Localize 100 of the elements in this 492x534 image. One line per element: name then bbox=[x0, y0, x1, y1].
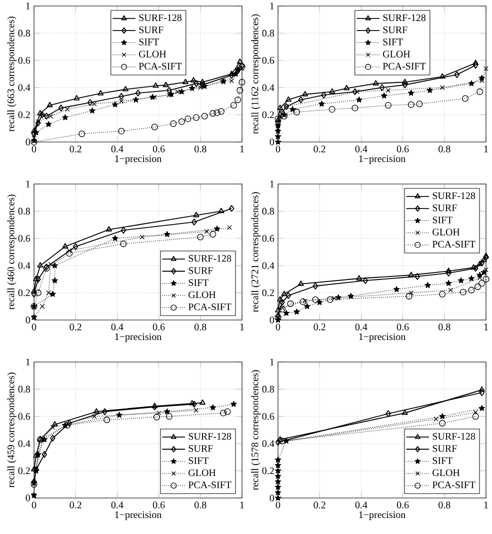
x-tick-label: 0.8 bbox=[438, 502, 450, 508]
y-tick-label: 0 bbox=[26, 316, 30, 324]
x-axis-title: 1−precision bbox=[359, 155, 406, 164]
y-tick-label: 0.6 bbox=[18, 56, 30, 64]
legend-label: SURF-128 bbox=[432, 192, 476, 200]
legend-label: SURF bbox=[383, 26, 408, 34]
y-tick-label: 0.6 bbox=[18, 235, 30, 242]
y-tick-label: 0.6 bbox=[262, 235, 274, 242]
x-tick-label: 0.6 bbox=[152, 146, 165, 152]
x-tick-label: 0.4 bbox=[111, 324, 124, 330]
legend-label: PCA-SIFT bbox=[382, 62, 426, 70]
y-axis-title: recall (2721 correspondences) bbox=[251, 192, 260, 312]
legend-label: GLOH bbox=[138, 50, 166, 58]
x-tick-label: 0.2 bbox=[70, 146, 82, 152]
legend-label: SURF bbox=[432, 445, 457, 452]
legend-label: SURF bbox=[188, 445, 213, 452]
y-tick-label: 0.2 bbox=[262, 111, 274, 118]
y-tick-label: 0.8 bbox=[262, 208, 274, 215]
legend-label: SIFT bbox=[432, 216, 453, 224]
x-tick-label: 0.6 bbox=[396, 324, 409, 330]
y-tick-label: 0.4 bbox=[262, 440, 274, 447]
x-tick-label: 0 bbox=[32, 502, 36, 508]
x-tick-label: 0 bbox=[276, 146, 280, 152]
y-tick-label: 0.2 bbox=[18, 289, 30, 296]
x-tick-label: 0.6 bbox=[152, 502, 165, 508]
legend-label: PCA-SIFT bbox=[188, 482, 232, 488]
x-tick-label: 0.4 bbox=[355, 324, 368, 330]
x-tick-label: 0 bbox=[276, 502, 280, 508]
legend-label: PCA-SIFT bbox=[432, 482, 476, 488]
y-axis-title: recall (460 correspondences) bbox=[7, 194, 16, 310]
y-tick-label: 0.8 bbox=[18, 208, 30, 215]
x-tick-label: 0.8 bbox=[438, 146, 450, 152]
legend-label: SURF-128 bbox=[139, 14, 182, 22]
y-tick-label: 0.4 bbox=[262, 84, 274, 91]
y-tick-label: 1 bbox=[270, 2, 274, 10]
x-tick-label: 1 bbox=[484, 502, 488, 508]
y-tick-label: 0.6 bbox=[18, 413, 30, 420]
x-axis-title: 1−precision bbox=[359, 333, 406, 342]
y-tick-label: 1 bbox=[270, 180, 274, 188]
x-axis-title: 1−precision bbox=[115, 333, 162, 342]
y-tick-label: 1 bbox=[26, 358, 30, 366]
y-axis-title: recall (1578 correspondences) bbox=[251, 370, 260, 490]
x-tick-label: 0.8 bbox=[438, 324, 450, 330]
x-tick-label: 1 bbox=[484, 146, 488, 152]
y-tick-label: 0.4 bbox=[18, 440, 30, 447]
y-tick-label: 0.4 bbox=[18, 262, 30, 269]
legend-label: GLOH bbox=[432, 469, 460, 476]
x-tick-label: 0 bbox=[32, 324, 36, 330]
y-tick-label: 0.8 bbox=[262, 386, 274, 393]
y-tick-label: 0.6 bbox=[262, 56, 274, 64]
x-tick-label: 0 bbox=[276, 324, 280, 330]
y-tick-label: 0.8 bbox=[262, 30, 274, 37]
x-tick-label: 0.2 bbox=[314, 502, 326, 508]
y-tick-label: 0 bbox=[270, 316, 274, 324]
y-tick-label: 0 bbox=[270, 494, 274, 502]
legend-label: SURF-128 bbox=[188, 255, 232, 262]
legend-label: GLOH bbox=[432, 228, 460, 236]
y-tick-label: 0.4 bbox=[262, 262, 274, 269]
x-tick-label: 1 bbox=[240, 324, 244, 330]
x-axis-title: 1−precision bbox=[115, 155, 162, 164]
legend-label: PCA-SIFT bbox=[432, 240, 476, 248]
y-tick-label: 0 bbox=[270, 138, 274, 146]
x-tick-label: 0.2 bbox=[314, 324, 326, 330]
legend-label: SIFT bbox=[383, 38, 403, 46]
legend-label: GLOH bbox=[383, 50, 410, 58]
x-tick-label: 0.4 bbox=[111, 146, 124, 152]
y-tick-label: 0.2 bbox=[262, 467, 274, 474]
x-tick-label: 0.2 bbox=[70, 502, 82, 508]
x-tick-label: 0.6 bbox=[152, 324, 165, 330]
legend-label: SIFT bbox=[188, 457, 209, 464]
x-tick-label: 0.2 bbox=[70, 324, 82, 330]
legend-label: SIFT bbox=[188, 279, 209, 286]
legend-label: SURF bbox=[188, 267, 213, 274]
y-tick-label: 1 bbox=[26, 2, 30, 10]
y-tick-label: 0.2 bbox=[18, 467, 30, 474]
legend-label: PCA-SIFT bbox=[188, 304, 232, 310]
legend-label: GLOH bbox=[188, 291, 216, 298]
x-tick-label: 0.8 bbox=[194, 502, 206, 508]
legend-label: SURF-128 bbox=[188, 433, 232, 440]
x-tick-label: 0 bbox=[32, 146, 36, 152]
x-tick-label: 0.4 bbox=[355, 146, 368, 152]
legend-label: GLOH bbox=[188, 469, 216, 476]
legend-label: SIFT bbox=[139, 38, 159, 46]
x-tick-label: 0.8 bbox=[194, 146, 206, 152]
x-axis-title: 1−precision bbox=[359, 511, 406, 520]
x-tick-label: 0.2 bbox=[314, 146, 326, 152]
x-tick-label: 1 bbox=[240, 146, 244, 152]
x-tick-label: 0.6 bbox=[396, 146, 409, 152]
legend-label: PCA-SIFT bbox=[138, 62, 182, 70]
x-tick-label: 0.4 bbox=[111, 502, 124, 508]
x-tick-label: 0.4 bbox=[355, 502, 368, 508]
y-axis-title: recall (1162 correspondences) bbox=[251, 14, 260, 134]
legend-label: SURF-128 bbox=[432, 433, 476, 440]
legend-label: SURF bbox=[139, 26, 164, 34]
x-tick-label: 0.8 bbox=[194, 324, 206, 330]
x-tick-label: 1 bbox=[240, 502, 244, 508]
x-tick-label: 0.6 bbox=[396, 502, 409, 508]
legend-label: SURF-128 bbox=[383, 14, 426, 22]
y-tick-label: 0.2 bbox=[18, 111, 30, 118]
y-tick-label: 0 bbox=[26, 494, 30, 502]
